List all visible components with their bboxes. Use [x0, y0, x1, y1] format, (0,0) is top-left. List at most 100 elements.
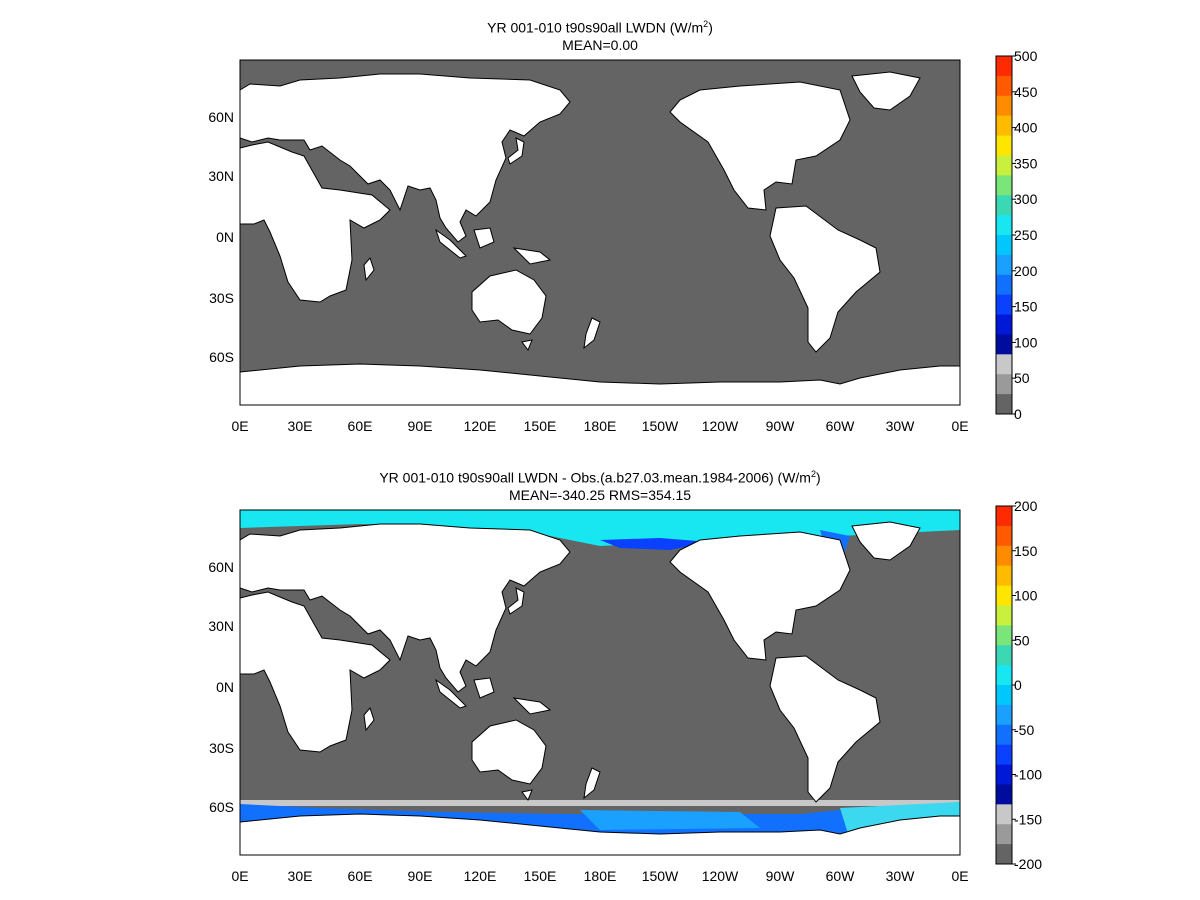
colorbar-swatch	[996, 784, 1012, 805]
colorbar-swatch	[996, 175, 1012, 196]
panel2-title: YR 001-010 t90s90all LWDN - Obs.(a.b27.0…	[379, 469, 821, 486]
lat-tick-label: 30N	[208, 618, 234, 634]
colorbar-swatch	[996, 565, 1012, 587]
lon-tick-label: 120E	[464, 418, 497, 434]
colorbar-tick-label: 0	[1014, 677, 1022, 693]
colorbar-swatch	[996, 704, 1012, 726]
lon-tick-label: 150E	[524, 418, 557, 434]
colorbar-tick-label: 150	[1014, 543, 1038, 559]
map-frame-1	[239, 59, 961, 406]
colorbar-swatch	[996, 506, 1012, 527]
lon-tick-label: 60W	[826, 418, 856, 434]
colorbar-swatch	[996, 525, 1012, 547]
colorbar-tick-label: -50	[1014, 722, 1034, 738]
colorbar-tick-label: 150	[1014, 299, 1038, 315]
colorbar-tick-label: -150	[1014, 811, 1042, 827]
colorbar-tick-label: 300	[1014, 191, 1038, 207]
lat-tick-label: 60S	[209, 799, 234, 815]
colorbar-swatch	[996, 685, 1012, 706]
lat-tick-label: 60N	[208, 109, 234, 125]
colorbar-tick-label: 100	[1014, 588, 1038, 604]
lon-tick-label: 30W	[886, 868, 916, 884]
colorbar-swatch	[996, 334, 1012, 355]
lon-tick-label: 0E	[231, 868, 248, 884]
colorbar-tick-label: 450	[1014, 84, 1038, 100]
panel2-subtitle: MEAN=-340.25 RMS=354.15	[508, 487, 692, 503]
colorbar-swatch	[996, 115, 1012, 137]
colorbar-swatch	[996, 625, 1012, 646]
colorbar-swatch	[996, 195, 1012, 216]
lat-tick-label: 30N	[208, 168, 234, 184]
colorbar-tick-label: 50	[1014, 370, 1030, 386]
lon-tick-label: 150W	[642, 868, 679, 884]
map-frame-2	[239, 509, 961, 856]
lon-tick-label: 30W	[886, 418, 916, 434]
lat-tick-label: 30S	[209, 740, 234, 756]
lon-tick-label: 30E	[288, 418, 313, 434]
colorbar-swatch	[996, 95, 1012, 117]
map-panel-2	[239, 509, 961, 856]
lon-tick-label: 120W	[702, 418, 739, 434]
colorbar-tick-label: 250	[1014, 227, 1038, 243]
colorbar-swatch	[996, 724, 1012, 746]
colorbar-tick-label: -100	[1014, 767, 1042, 783]
lon-tick-label: 30E	[288, 868, 313, 884]
colorbar-swatch	[996, 374, 1012, 395]
colorbar-tick-label: 500	[1014, 48, 1038, 64]
lon-tick-label: 60E	[348, 418, 373, 434]
panel1-subtitle: MEAN=0.00	[562, 37, 638, 53]
lon-tick-label: 60W	[826, 868, 856, 884]
antarctic-bias-light	[240, 800, 960, 806]
colorbar-swatch	[996, 254, 1012, 276]
colorbar-swatch	[996, 764, 1012, 785]
lat-tick-label: 0N	[216, 679, 234, 695]
map-panel-1	[239, 59, 961, 406]
lat-tick-label: 60S	[209, 349, 234, 365]
lon-tick-label: 90W	[766, 418, 796, 434]
colorbar-swatch	[996, 585, 1012, 606]
lon-tick-label: 90E	[408, 868, 433, 884]
colorbar-tick-label: 50	[1014, 632, 1030, 648]
lon-tick-label: 0E	[951, 868, 968, 884]
colorbar-tick-label: 350	[1014, 155, 1038, 171]
colorbar-swatch	[996, 354, 1012, 375]
lon-tick-label: 150E	[524, 868, 557, 884]
colorbar-swatch	[996, 744, 1012, 766]
lon-tick-label: 150W	[642, 418, 679, 434]
colorbar-swatch	[996, 56, 1012, 77]
colorbar-tick-label: -200	[1014, 856, 1042, 872]
colorbar-swatch	[996, 314, 1012, 335]
lon-tick-label: 90E	[408, 418, 433, 434]
colorbar-swatch	[996, 665, 1012, 686]
colorbar-swatch	[996, 155, 1012, 176]
lon-tick-label: 60E	[348, 868, 373, 884]
colorbar-swatch	[996, 394, 1012, 415]
lon-tick-label: 180E	[584, 418, 617, 434]
lon-tick-label: 120W	[702, 868, 739, 884]
colorbar-swatch	[996, 294, 1012, 316]
lat-tick-label: 0N	[216, 229, 234, 245]
lat-tick-label: 60N	[208, 559, 234, 575]
colorbar-swatch	[996, 545, 1012, 567]
colorbar-swatch	[996, 215, 1012, 236]
colorbar-swatch	[996, 274, 1012, 296]
colorbar-tick-label: 200	[1014, 498, 1038, 514]
colorbar-tick-label: 100	[1014, 334, 1038, 350]
panel1-title: YR 001-010 t90s90all LWDN (W/m2)	[487, 19, 713, 36]
colorbar-swatch	[996, 135, 1012, 156]
lon-tick-label: 90W	[766, 868, 796, 884]
lon-tick-label: 0E	[231, 418, 248, 434]
lon-tick-label: 0E	[951, 418, 968, 434]
colorbar-swatch	[996, 824, 1012, 845]
colorbar-swatch	[996, 75, 1012, 97]
lon-tick-label: 180E	[584, 868, 617, 884]
colorbar-swatch	[996, 804, 1012, 825]
colorbar-swatch	[996, 235, 1012, 256]
colorbar-tick-label: 0	[1014, 406, 1022, 422]
colorbar-swatch	[996, 844, 1012, 865]
colorbar-tick-label: 400	[1014, 120, 1038, 136]
lat-tick-label: 30S	[209, 290, 234, 306]
colorbar-tick-label: 200	[1014, 263, 1038, 279]
lon-tick-label: 120E	[464, 868, 497, 884]
